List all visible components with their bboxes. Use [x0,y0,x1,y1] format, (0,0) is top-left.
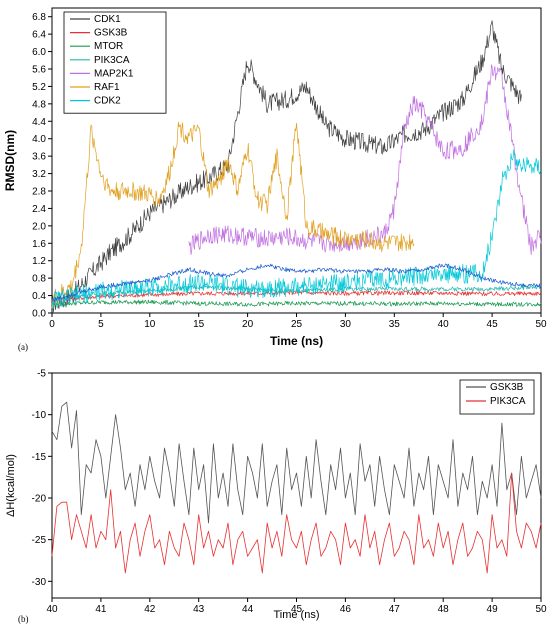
x-axis-label: Time (ns) [270,334,323,348]
y-tick-label: 4.4 [32,117,46,128]
panel-label: (b) [18,614,29,624]
x-tick-label: 35 [389,319,401,330]
x-tick-label: 48 [438,604,450,615]
legend-label: GSK3B [94,28,128,39]
x-tick-label: 40 [438,319,450,330]
legend-label: PIK3CA [490,396,526,407]
series-line-unlabeled-7 [51,263,542,302]
x-tick-label: 46 [340,604,352,615]
y-tick-label: 5.2 [32,82,46,93]
series-line-mtor [51,299,542,307]
series-line-map2k1 [188,64,542,256]
x-tick-label: 20 [242,319,254,330]
y-tick-label: 3.2 [32,169,46,180]
legend-label: CDK2 [94,96,121,107]
x-axis-label: Time (ns) [273,609,319,621]
y-tick-label: -30 [32,577,47,588]
y-tick-label: 2.8 [32,187,46,198]
x-tick-label: 5 [98,319,104,330]
x-tick-label: 25 [291,319,303,330]
y-tick-label: -10 [32,410,47,421]
x-tick-label: 30 [340,319,352,330]
y-tick-label: 4.8 [32,99,46,110]
y-tick-label: 6.8 [32,12,46,23]
series-line-raf1 [51,121,415,309]
y-tick-label: 5.6 [32,65,46,76]
y-tick-label: 3.6 [32,152,46,163]
y-tick-label: 0.0 [32,309,46,320]
y-tick-label: 6.4 [32,30,46,41]
x-tick-label: 49 [487,604,499,615]
panel-label: (a) [18,342,28,352]
x-tick-label: 43 [193,604,205,615]
x-tick-label: 10 [144,319,156,330]
y-axis-label: ΔH(kcal/mol) [5,454,17,517]
legend-label: GSK3B [490,382,524,393]
y-tick-label: -20 [32,494,47,505]
y-tick-label: -5 [37,369,46,380]
y-tick-label: 4.0 [32,134,46,145]
series-line-pik3ca [51,472,542,574]
y-tick-label: 2.0 [32,221,46,232]
x-tick-label: 45 [487,319,499,330]
y-tick-label: 0.4 [32,291,46,302]
legend-label: RAF1 [94,82,120,93]
legend-label: PIK3CA [94,55,130,66]
series-line-gsk3b [51,401,542,524]
y-tick-label: 6.0 [32,47,46,58]
x-tick-label: 50 [535,319,547,330]
x-tick-label: 50 [535,604,547,615]
legend-label: CDK1 [94,14,121,25]
series-line-cdk2 [51,149,542,309]
legend-box [459,379,535,415]
y-tick-label: 1.6 [32,239,46,250]
legend-label: MTOR [94,41,123,52]
y-tick-label: -25 [32,535,47,546]
chart-rmsd: 0 5 10 15 20 25 30 35 40 45 50 0.0 0.4 0.8 1.2 1.6 2.0 2.… [3,7,547,352]
chart-enthalpy: 40 41 42 43 44 45 46 47 48 49 50 -30 -25 -20 -15 -10 -5 T… [5,369,547,625]
x-tick-label: 44 [242,604,254,615]
x-tick-label: 15 [193,319,205,330]
legend-label: MAP2K1 [94,68,134,79]
x-tick-label: 42 [144,604,156,615]
x-tick-label: 47 [389,604,401,615]
y-axis-label: RMSD(nm) [3,130,17,191]
x-tick-label: 40 [46,604,58,615]
y-tick-label: 2.4 [32,204,46,215]
legend-box [63,11,167,114]
y-tick-label: -15 [32,452,47,463]
x-tick-label: 41 [95,604,107,615]
series-line-cdk1 [51,20,522,313]
y-tick-label: 1.2 [32,256,46,267]
x-tick-label: 45 [291,604,303,615]
y-tick-label: 0.8 [32,274,46,285]
x-tick-label: 0 [49,319,55,330]
